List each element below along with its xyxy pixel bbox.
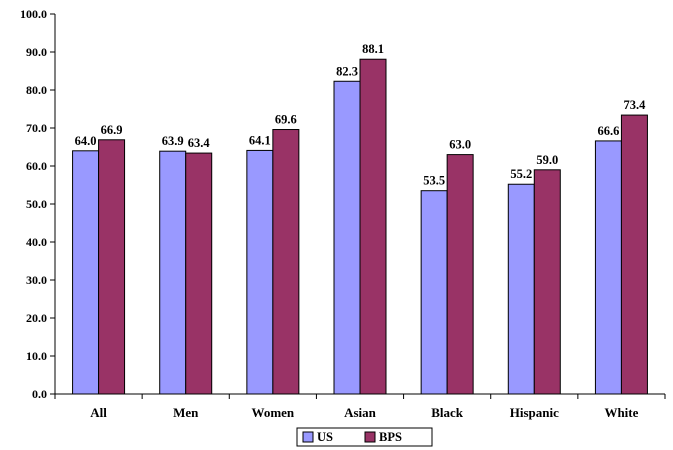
bar [533,169,561,395]
chart-bars [72,58,648,395]
chart-data-labels: 64.0 66.9 63.9 63.4 64.1 69.6 82.3 88.1 53.5 63.0… [75,42,646,187]
x-category-label: Asian [344,405,377,420]
chart-legend: US BPS [296,427,433,447]
bar-data-label: 53.5 [423,174,445,188]
legend-label: US [317,430,333,444]
legend-label: BPS [379,430,402,444]
bar-data-label: 73.4 [623,98,646,112]
x-category-label: Black [431,405,464,420]
bar-data-label: 63.4 [188,136,211,150]
x-category-label: Women [252,405,295,420]
bar [359,58,387,395]
y-tick-label: 0.0 [32,387,47,401]
y-tick-label: 40.0 [26,235,47,249]
bar-data-label: 64.1 [249,133,271,147]
legend-swatch [364,431,376,443]
bar [159,150,187,395]
bar [72,150,100,395]
y-tick-label: 20.0 [26,311,47,325]
x-category-label: Hispanic [510,405,559,420]
bar [507,183,535,395]
bar-data-label: 63.0 [449,138,471,152]
y-tick-label: 90.0 [26,45,47,59]
y-tick-label: 100.0 [20,7,47,21]
bar-data-label: 59.0 [536,153,558,167]
y-tick-label: 70.0 [26,121,47,135]
y-tick-label: 60.0 [26,159,47,173]
bar [246,149,274,395]
y-tick-label: 50.0 [26,197,47,211]
bar [594,140,622,395]
bar-data-label: 64.0 [75,134,97,148]
chart-axes: 0.0 10.0 20.0 30.0 40.0 50.0 60.0 70.0 80.0 90.0 1… [20,7,666,420]
x-category-label: Men [173,405,199,420]
bar [620,114,648,395]
bar [420,190,448,395]
bar-data-label: 66.9 [101,123,123,137]
bar-data-label: 82.3 [336,64,358,78]
x-category-label: White [604,405,638,420]
bar-data-label: 66.6 [597,124,619,138]
y-tick-label: 10.0 [26,349,47,363]
y-tick-label: 80.0 [26,83,47,97]
bar-data-label: 69.6 [275,113,297,127]
bar-data-label: 63.9 [162,134,184,148]
bar [333,80,361,395]
bar [185,152,213,395]
bar [446,154,474,395]
bar-data-label: 55.2 [510,167,532,181]
legend-swatch [302,431,314,443]
bar-data-label: 88.1 [362,42,384,56]
x-category-label: All [90,405,107,420]
y-tick-label: 30.0 [26,273,47,287]
bar [98,139,126,395]
bar [272,129,300,395]
